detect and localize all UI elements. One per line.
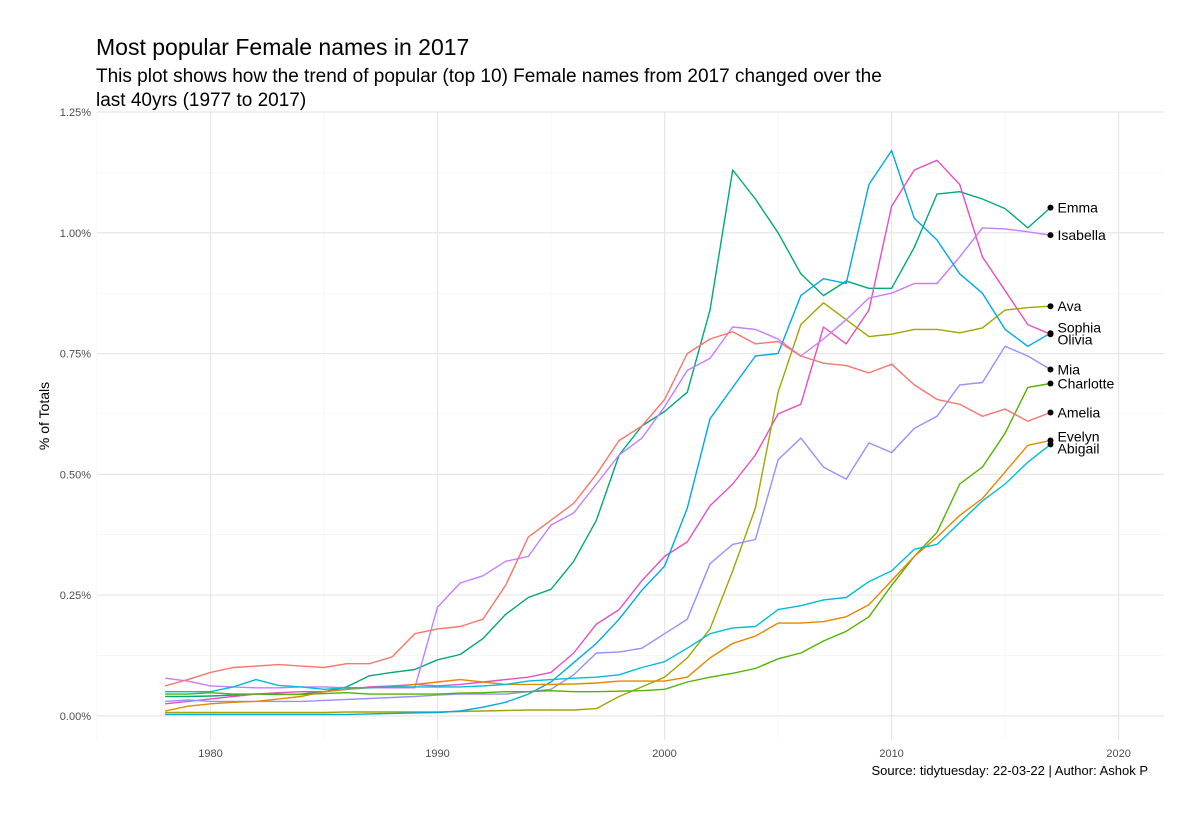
series-line-abigail xyxy=(165,443,1051,693)
end-label-isabella: Isabella xyxy=(1057,227,1105,243)
end-point-ava xyxy=(1047,303,1054,310)
end-label-emma: Emma xyxy=(1057,200,1098,216)
series-lines xyxy=(164,149,1051,716)
series-line-sophia xyxy=(165,149,1051,716)
caption: Source: tidytuesday: 22-03-22 | Author: … xyxy=(871,763,1148,778)
y-tick-label: 1.00% xyxy=(60,228,91,240)
series-line-isabella xyxy=(165,227,1051,689)
chart-subtitle: This plot shows how the trend of popular… xyxy=(96,66,882,111)
series-line-charlotte xyxy=(165,382,1051,696)
end-label-amelia: Amelia xyxy=(1057,404,1100,420)
y-tick-label: 1.25% xyxy=(60,107,91,119)
series-line-evelyn xyxy=(164,439,1051,712)
end-label-charlotte: Charlotte xyxy=(1057,375,1114,391)
y-tick-label: 0.50% xyxy=(60,469,91,481)
y-axis-title: % of Totals xyxy=(36,382,52,450)
end-label-evelyn: Evelyn xyxy=(1057,428,1099,444)
end-label-ava: Ava xyxy=(1057,298,1081,314)
end-point-emma xyxy=(1047,204,1054,211)
chart-title: Most popular Female names in 2017 xyxy=(96,34,470,60)
y-tick-label: 0.25% xyxy=(60,590,91,602)
y-tick-label: 0.75% xyxy=(60,349,91,361)
end-label-sophia: Sophia xyxy=(1057,320,1101,336)
axis-ticks: 1980 1990 2000 2010 2020 0.00% 0.25% 0.50% 0.75%… xyxy=(60,107,1131,760)
end-point-amelia xyxy=(1047,409,1054,416)
x-tick-label: 2000 xyxy=(652,748,676,760)
end-label-olivia: Olivia xyxy=(1057,332,1092,348)
x-tick-label: 1990 xyxy=(425,748,449,760)
end-point-sophia xyxy=(1047,330,1054,337)
end-point-isabella xyxy=(1047,232,1054,239)
series-line-mia xyxy=(165,345,1051,703)
end-point-mia xyxy=(1047,366,1054,373)
series-line-olivia xyxy=(165,159,1051,705)
x-tick-label: 1980 xyxy=(198,748,222,760)
series-line-emma xyxy=(165,169,1051,698)
end-point-abigail xyxy=(1047,441,1054,448)
x-tick-label: 2020 xyxy=(1106,748,1130,760)
grid xyxy=(96,111,1164,740)
end-label-abigail: Abigail xyxy=(1057,440,1099,456)
end-label-mia: Mia xyxy=(1057,361,1080,377)
end-point-charlotte xyxy=(1047,380,1054,387)
end-points xyxy=(1047,204,1054,448)
y-tick-label: 0.00% xyxy=(60,711,91,723)
series-line-amelia xyxy=(164,331,1051,687)
series-line-ava xyxy=(165,302,1051,714)
x-tick-label: 2010 xyxy=(879,748,903,760)
